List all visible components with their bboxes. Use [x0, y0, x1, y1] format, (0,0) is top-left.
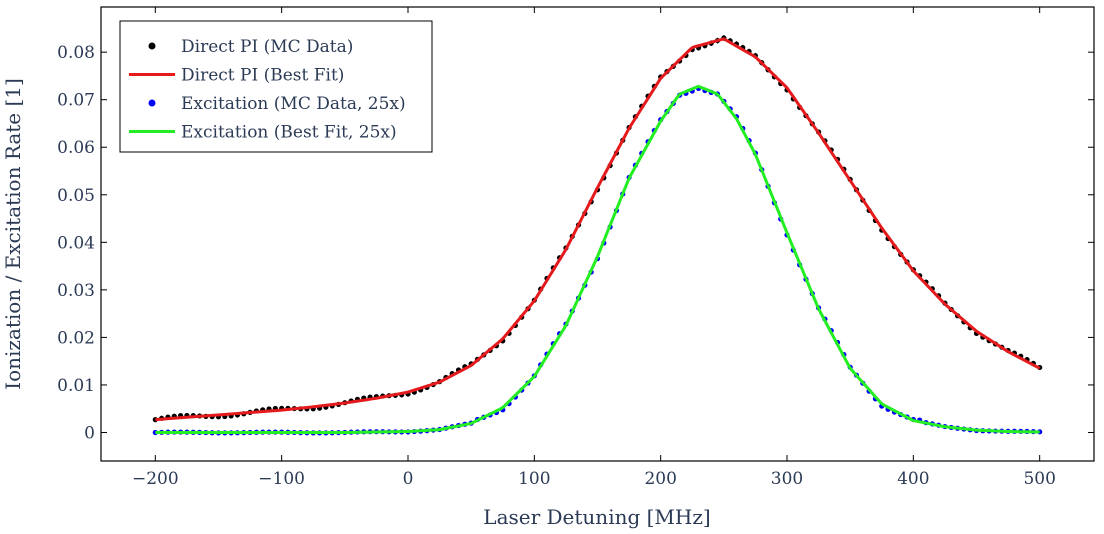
y-tick-label: 0.03 — [57, 281, 95, 301]
y-axis-title: Ionization / Excitation Rate [1] — [1, 78, 25, 390]
x-tick-label: −100 — [258, 469, 305, 489]
legend-entry: Direct PI (Best Fit) — [129, 66, 344, 86]
plot-frame — [100, 6, 1095, 462]
y-axis: 0 0.01 0.02 0.03 0.04 0.05 0.06 0.07 0.08 — [57, 43, 1094, 443]
y-tick-label: 0.02 — [57, 328, 95, 348]
legend-label: Excitation (Best Fit, 25x) — [181, 123, 397, 143]
y-tick-label: 0.04 — [57, 233, 95, 253]
legend: Direct PI (MC Data) Direct PI (Best Fit) E… — [119, 20, 433, 153]
y-tick-label: 0.07 — [57, 91, 95, 111]
y-tick-label: 0 — [84, 423, 95, 443]
x-tick-label: −200 — [132, 469, 179, 489]
y-tick-label: 0.06 — [57, 138, 95, 158]
series-line — [155, 84, 1040, 434]
legend-entry: Excitation (MC Data, 25x) — [148, 94, 406, 114]
x-tick-label: 500 — [1023, 469, 1055, 489]
legend-entry: Direct PI (MC Data) — [148, 37, 353, 57]
series-layer — [152, 35, 1043, 436]
legend-marker-dot — [148, 99, 156, 107]
series-line — [155, 37, 1041, 422]
y-tick-label: 0.05 — [57, 186, 95, 206]
x-axis: −200 −100 0 100 200 300 400 500 — [132, 7, 1056, 489]
x-tick-label: 100 — [518, 469, 550, 489]
y-tick-label: 0.08 — [57, 43, 95, 63]
legend-label: Direct PI (Best Fit) — [181, 66, 344, 86]
x-tick-label: 300 — [771, 469, 803, 489]
y-tick-label: 0.01 — [57, 376, 95, 396]
x-tick-label: 200 — [644, 469, 676, 489]
legend-label: Excitation (MC Data, 25x) — [181, 94, 406, 114]
legend-marker-dot — [148, 42, 156, 50]
series-direct-pi-best-fit — [155, 37, 1041, 422]
x-tick-label: 0 — [403, 469, 414, 489]
x-tick-label: 400 — [897, 469, 929, 489]
x-axis-title: Laser Detuning [MHz] — [483, 505, 710, 529]
legend-label: Direct PI (MC Data) — [181, 37, 353, 57]
series-excitation-best-fit-25x — [155, 84, 1040, 434]
legend-entry: Excitation (Best Fit, 25x) — [129, 123, 397, 143]
